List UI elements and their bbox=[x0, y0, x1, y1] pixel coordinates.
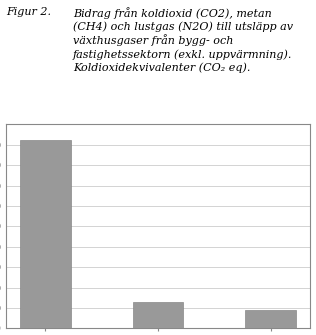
Text: Bidrag från koldioxid (CO2), metan
(CH4) och lustgas (N2O) till utsläpp av
växth: Bidrag från koldioxid (CO2), metan (CH4)… bbox=[73, 7, 293, 73]
Bar bbox=[245, 310, 296, 328]
Text: Figur 2.: Figur 2. bbox=[6, 7, 51, 17]
Bar bbox=[133, 302, 183, 328]
Bar bbox=[20, 140, 71, 328]
